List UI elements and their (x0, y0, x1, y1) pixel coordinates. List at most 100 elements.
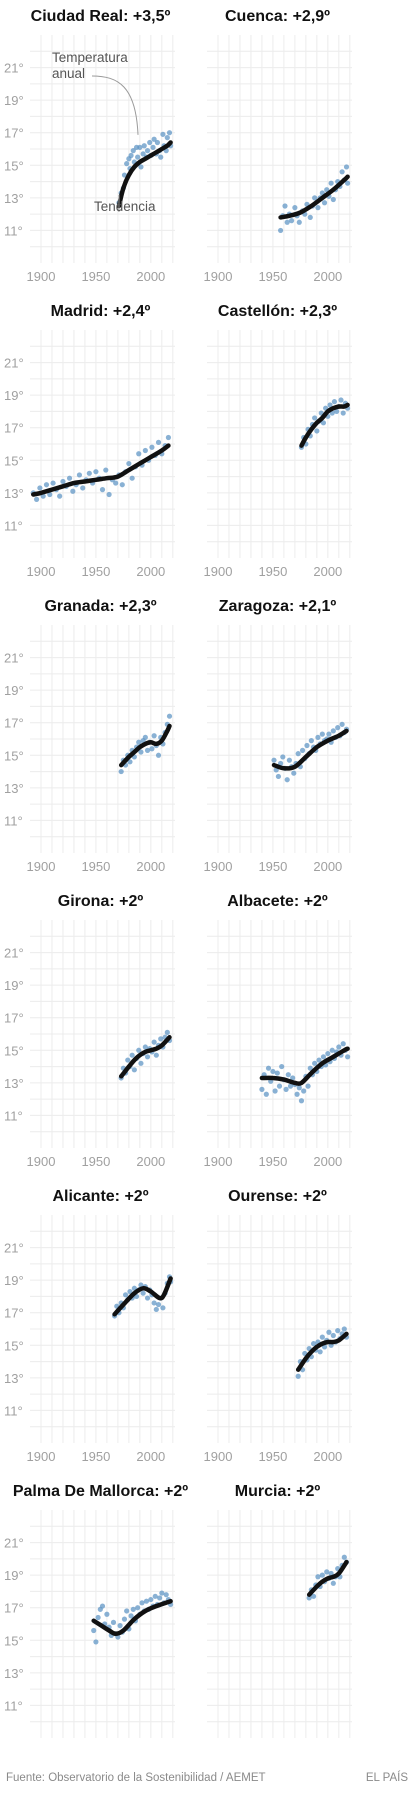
panel-palma-de-mallorca: Palma De Mallorca: +2º 11° 13° 15° 17° 19° 21° (4, 1483, 188, 1738)
x-tick-label: 1950 (258, 1449, 287, 1464)
x-tick-label: 2000 (136, 564, 165, 579)
data-point (312, 415, 318, 421)
data-point (76, 472, 83, 478)
y-tick-label: 19° (4, 388, 24, 403)
y-tick-label: 11° (4, 1698, 23, 1713)
y-tick-label: 11° (4, 223, 23, 238)
trend-line (112, 1276, 173, 1317)
data-point (142, 734, 148, 740)
x-tick-label: 1900 (204, 1449, 233, 1464)
annotation-line: Temperatura (52, 50, 128, 65)
panel-girona: Girona: +2º 11° 13° 15° 17° 19° 21° 1900 1950 200… (4, 893, 175, 1169)
data-point (93, 469, 99, 475)
data-point (270, 1068, 276, 1075)
data-point (127, 759, 133, 765)
data-point (150, 144, 156, 150)
x-tick-label: 1900 (204, 859, 233, 874)
grid-alicante (30, 1215, 175, 1443)
data-point (95, 1614, 101, 1621)
data-point (140, 151, 146, 157)
data-point (142, 1044, 148, 1050)
data-point (299, 747, 306, 754)
y-tick-label: 21° (4, 651, 24, 666)
chart-title: Albacete: +2º (227, 893, 328, 910)
data-point (135, 154, 141, 160)
data-point (152, 1593, 158, 1599)
data-point (330, 728, 336, 734)
trend-line (306, 1559, 349, 1597)
panel-granada: Granada: +2,3º 11° 13° 15° 17° 19° 21° 1900 1950… (4, 598, 175, 874)
x-tick-label: 1900 (27, 1449, 56, 1464)
data-point (308, 738, 314, 744)
data-point (127, 1288, 133, 1295)
data-point (314, 428, 320, 434)
data-point (341, 1326, 347, 1332)
panel-zaragoza: Zaragoza: +2,1º 1900 1950 2000 (204, 598, 352, 874)
data-point (296, 219, 302, 225)
data-point (138, 164, 144, 170)
points-palma-de-mallorca (91, 1590, 174, 1645)
data-point (157, 1595, 163, 1601)
data-point (301, 1088, 307, 1094)
data-point (130, 148, 136, 154)
data-point (129, 1052, 135, 1058)
data-point (128, 152, 134, 159)
data-point (91, 1627, 97, 1634)
grid-castellon (207, 330, 352, 558)
data-point (336, 1044, 342, 1050)
data-point (312, 195, 318, 201)
data-point (151, 1039, 157, 1045)
chart-title: Cuenca: +2,9º (225, 8, 330, 25)
data-point (330, 1580, 336, 1586)
data-point (330, 196, 336, 203)
data-point (290, 1075, 296, 1081)
data-point (153, 1052, 159, 1058)
panel-castellon: Castellón: +2,3º 1900 1950 2000 (204, 303, 352, 579)
data-point (326, 731, 332, 737)
data-point (345, 180, 351, 186)
data-point (50, 480, 56, 486)
data-point (306, 1595, 312, 1601)
data-point (136, 451, 142, 457)
x-tick-label: 2000 (313, 859, 342, 874)
data-point (292, 205, 298, 211)
data-point (324, 1569, 330, 1575)
panel-cuenca: Cuenca: +2,9º 1900 1950 2000 (204, 8, 352, 284)
x-tick-label: 1900 (27, 269, 56, 284)
chart-title: Castellón: +2,3º (218, 303, 337, 320)
data-point (66, 475, 73, 481)
chart-title: Zaragoza: +2,1º (219, 598, 337, 615)
data-point (37, 485, 43, 491)
data-point (99, 487, 106, 493)
annotations: Temperatura anual Tendencia (52, 50, 156, 214)
data-point (326, 1329, 332, 1335)
y-tick-label: 13° (4, 1371, 24, 1386)
y-tick-label: 13° (4, 1076, 24, 1091)
data-point (288, 218, 295, 224)
trend-line (118, 1035, 172, 1079)
data-point (139, 1600, 145, 1606)
data-point (265, 1065, 272, 1071)
data-point (316, 1057, 322, 1063)
data-point (305, 1083, 311, 1089)
x-tick-label: 2000 (136, 1154, 165, 1169)
data-point (80, 485, 86, 491)
chart-title: Alicante: +2º (52, 1188, 148, 1205)
footer: Fuente: Observatorio de la Sostenibilida… (6, 1772, 408, 1792)
data-point (126, 460, 132, 467)
data-point (284, 219, 290, 225)
data-point (131, 1067, 137, 1073)
data-point (137, 144, 143, 150)
data-point (136, 1047, 142, 1053)
data-point (319, 1572, 325, 1578)
data-point (315, 734, 321, 740)
trend-line (271, 728, 349, 771)
y-tick-label: 11° (4, 518, 23, 533)
y-tick-label: 17° (4, 1306, 24, 1321)
data-point (285, 1072, 291, 1078)
data-point (335, 1328, 341, 1334)
data-point (310, 1593, 317, 1599)
data-point (113, 480, 119, 486)
data-point (345, 1054, 351, 1060)
grid-ciudad-real (30, 35, 175, 263)
